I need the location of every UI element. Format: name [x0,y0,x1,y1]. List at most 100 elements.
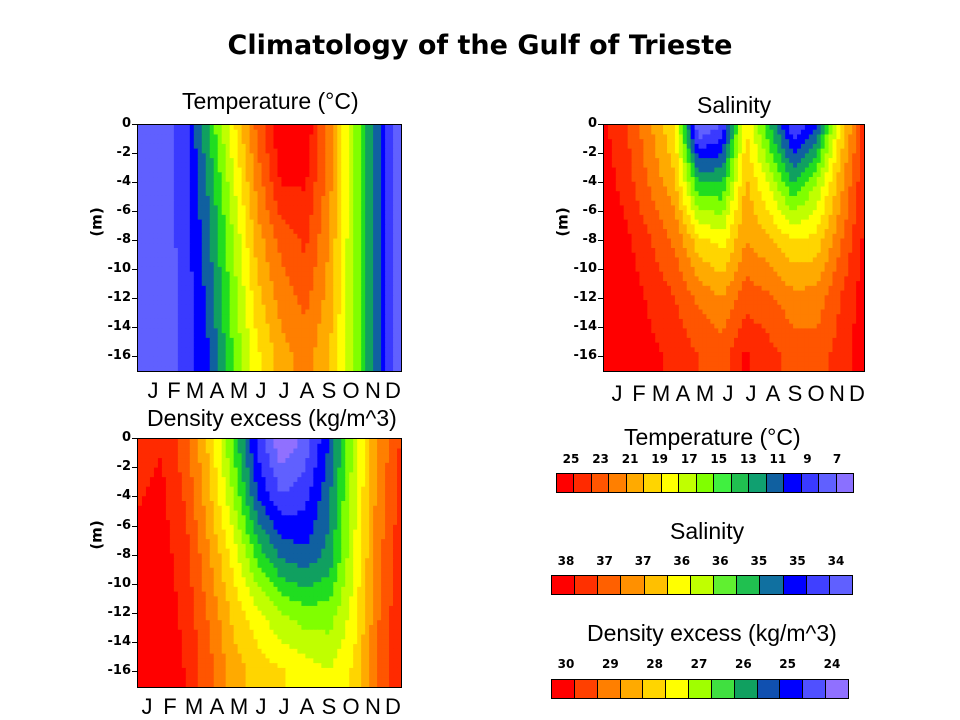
temperature-cell [265,134,271,140]
temperature-cell [225,162,231,169]
temperature-cell [353,181,358,188]
temperature-cell [253,300,259,306]
salinity-cell [619,148,625,154]
temperature-cell [229,352,235,358]
temperature-cell [321,276,326,282]
temperature-cell [273,177,279,183]
temperature-cell [165,210,171,216]
temperature-cell [269,352,275,358]
temperature-cell [157,361,163,367]
temperature-cell [377,153,382,159]
temperature-cell [393,139,398,145]
temperature-cell [313,342,318,348]
salinity-cell [663,172,668,178]
temperature-cell [181,337,187,344]
temperature-cell [225,276,231,282]
temperature-cell [138,125,143,131]
temperature-cell [245,271,251,277]
temperature-cell [217,314,223,320]
temperature-cell [229,271,235,277]
temperature-cell [297,257,302,263]
temperature-cell [149,356,155,363]
temperature-cell [265,172,271,178]
salinity-cell [686,125,692,131]
temperature-cell [141,276,147,282]
temperature-cell [301,125,306,131]
salinity-cell [718,158,723,164]
salinity-cell [698,153,704,159]
salinity-cell [635,139,641,145]
salinity-cell [635,167,641,173]
salinity-cell [635,195,641,202]
temperature-cell [197,347,203,353]
temperature-cell [273,252,279,259]
temperature-cell [293,186,298,192]
temperature-cell [253,342,259,348]
temperature-cell [305,248,310,254]
temperature-cell [193,309,199,315]
temperature-cell [181,290,187,296]
salinity-cell [734,229,739,235]
temperature-cell [177,271,183,277]
temperature-cell [385,262,390,268]
salinity-cell [761,200,767,207]
salinity-cell [753,125,759,131]
salinity-cell [730,229,735,235]
temperature-cell [205,318,211,325]
temperature-cell [301,300,306,306]
salinity-cell [667,200,672,207]
temperature-cell [341,276,346,282]
salinity-cell [663,186,668,192]
temperature-cell [153,266,159,273]
temperature-cell [397,229,401,235]
temperature-cell [189,210,195,216]
temperature-cell [317,210,322,216]
temperature-cell [381,300,386,306]
temperature-cell [313,148,318,154]
temperature-cell [285,214,291,221]
temperature-cell [329,309,334,315]
temperature-cell [229,300,235,306]
temperature-cell [185,361,191,367]
temperature-cell [381,366,386,371]
temperature-cell [205,361,211,367]
temperature-cell [265,200,271,207]
temperature-cell [357,186,362,192]
temperature-cell [369,328,374,334]
temperature-cell [209,134,215,140]
temperature-cell [245,181,251,188]
temperature-cell [349,252,354,259]
temperature-cell [233,352,239,358]
temperature-cell [317,148,322,154]
salinity-cell [852,167,857,173]
salinity-cell [785,229,790,235]
temperature-cell [397,210,401,216]
temperature-cell [257,300,263,306]
salinity-cell [773,224,778,230]
temperature-cell [237,210,243,216]
salinity-cell [698,214,704,221]
salinity-cell [643,129,648,136]
salinity-cell [604,210,609,216]
salinity-cell [840,172,845,178]
temperature-cell [141,125,147,131]
temperature-cell [305,205,310,211]
salinity-cell [745,139,751,145]
salinity-cell [745,167,751,173]
salinity-cell [848,181,853,188]
temperature-cell [341,125,346,131]
salinity-cell [757,139,763,145]
salinity-cell [714,219,719,225]
temperature-cell [169,186,175,192]
temperature-cell [313,177,318,183]
salinity-cell [741,224,747,230]
temperature-cell [245,200,251,207]
temperature-cell [141,271,147,277]
temperature-cell [173,309,179,315]
temperature-cell [173,257,179,263]
salinity-cell [631,200,637,207]
salinity-cell [670,229,676,235]
salinity-cell [655,219,660,225]
salinity-cell [745,129,751,136]
temperature-cell [157,224,163,230]
